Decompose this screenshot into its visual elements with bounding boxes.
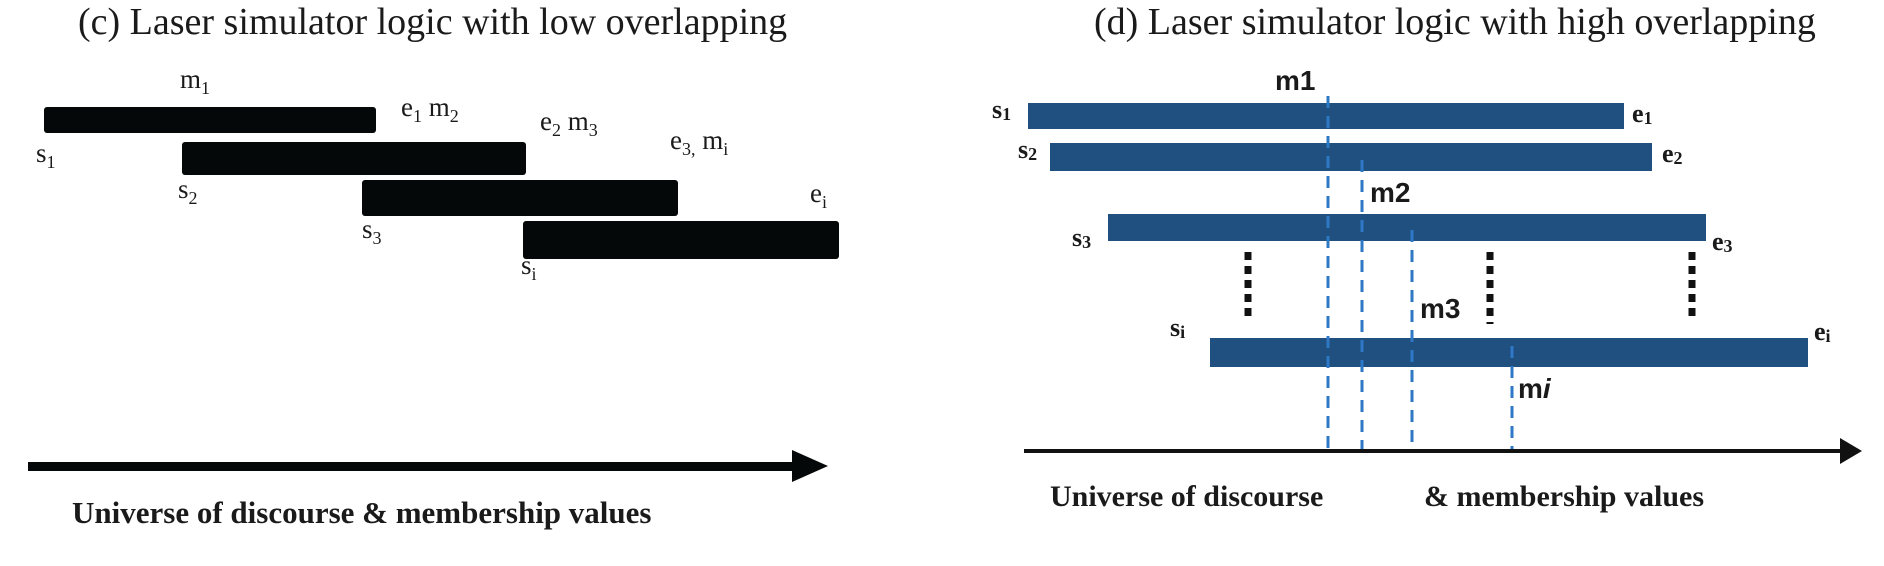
- panel-d-label-m2: m2: [1370, 177, 1410, 208]
- panel-d-label-si: si: [1170, 313, 1185, 342]
- panel-d-bar-i: [1210, 338, 1808, 367]
- panel-c-title: (c) Laser simulator logic with low overl…: [78, 1, 787, 43]
- panel-c-label-m1: m1: [180, 64, 210, 98]
- panel-d-label-e1: e1: [1632, 99, 1653, 128]
- panel-d-axis-label-left: Universe of discourse: [1050, 480, 1323, 513]
- panel-c-axis-arrow: [28, 450, 828, 482]
- panel-c-label-e2-m3: e2 m3: [540, 106, 598, 140]
- panel-d-label-mi: mi: [1518, 373, 1552, 404]
- panel-d-label-s2: s2: [1018, 135, 1037, 164]
- panel-d-dashed-lines: [1326, 96, 1514, 450]
- panel-c-label-s3: s3: [362, 214, 382, 248]
- panel-c-label-s2: s2: [178, 174, 198, 208]
- panel-d: (d) Laser simulator logic with high over…: [992, 1, 1862, 513]
- panel-d-label-e3: e3: [1712, 227, 1733, 256]
- panel-d-axis-label-right: & membership values: [1424, 480, 1704, 513]
- panel-c: (c) Laser simulator logic with low overl…: [28, 1, 839, 530]
- panel-c-bars: [44, 107, 839, 259]
- panel-c-label-si: si: [521, 250, 537, 284]
- panel-c-bar-1: [44, 107, 376, 133]
- panel-d-ellipsis: [1244, 252, 1696, 324]
- panel-d-label-s1: s1: [992, 95, 1011, 124]
- panel-d-label-m1: m1: [1275, 65, 1315, 96]
- panel-c-bar-i: [523, 221, 839, 259]
- panel-d-label-ei: ei: [1814, 317, 1831, 346]
- panel-d-title: (d) Laser simulator logic with high over…: [1094, 1, 1816, 43]
- panel-c-label-e1-m2: e1 m2: [401, 92, 459, 126]
- panel-d-axis-arrow: [1024, 438, 1862, 464]
- panel-c-label-ei: ei: [810, 178, 827, 212]
- panel-d-label-e2: e2: [1662, 139, 1683, 168]
- panel-d-bar-1: [1028, 103, 1624, 129]
- panel-c-bar-3: [362, 180, 678, 216]
- panel-d-label-s3: s3: [1072, 223, 1091, 252]
- panel-c-axis-label: Universe of discourse & membership value…: [72, 495, 651, 530]
- panel-d-bar-3: [1108, 214, 1706, 241]
- panel-d-label-m3: m3: [1420, 293, 1460, 324]
- panel-c-bar-2: [182, 142, 526, 175]
- panel-c-label-s1: s1: [36, 138, 56, 172]
- panel-d-bars: [1028, 103, 1808, 367]
- panel-d-bar-2: [1050, 143, 1652, 171]
- panel-c-label-e3-mi: e3, mi: [670, 125, 728, 159]
